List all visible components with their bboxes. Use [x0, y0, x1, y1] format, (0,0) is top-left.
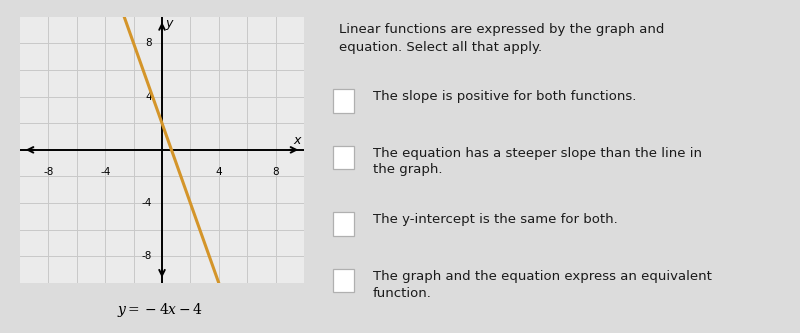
Text: The y-intercept is the same for both.: The y-intercept is the same for both. — [373, 213, 618, 226]
Text: The equation has a steeper slope than the line in: The equation has a steeper slope than th… — [373, 147, 702, 160]
Text: y: y — [166, 17, 173, 30]
Text: 8: 8 — [146, 38, 152, 48]
Text: x: x — [294, 134, 301, 147]
FancyBboxPatch shape — [333, 212, 354, 236]
Text: -8: -8 — [43, 167, 54, 177]
Text: the graph.: the graph. — [373, 163, 442, 176]
Text: The graph and the equation express an equivalent: The graph and the equation express an eq… — [373, 270, 712, 283]
FancyBboxPatch shape — [333, 146, 354, 169]
Text: 4: 4 — [146, 92, 152, 102]
Text: function.: function. — [373, 286, 432, 300]
Text: -4: -4 — [100, 167, 110, 177]
Text: 8: 8 — [272, 167, 279, 177]
Text: The slope is positive for both functions.: The slope is positive for both functions… — [373, 90, 636, 103]
Text: Linear functions are expressed by the graph and
equation. Select all that apply.: Linear functions are expressed by the gr… — [339, 23, 665, 54]
Text: -4: -4 — [142, 198, 152, 208]
FancyBboxPatch shape — [333, 89, 354, 113]
Text: 4: 4 — [215, 167, 222, 177]
Text: -8: -8 — [142, 251, 152, 261]
FancyBboxPatch shape — [333, 269, 354, 292]
Text: $y = -4x - 4$: $y = -4x - 4$ — [117, 301, 203, 319]
